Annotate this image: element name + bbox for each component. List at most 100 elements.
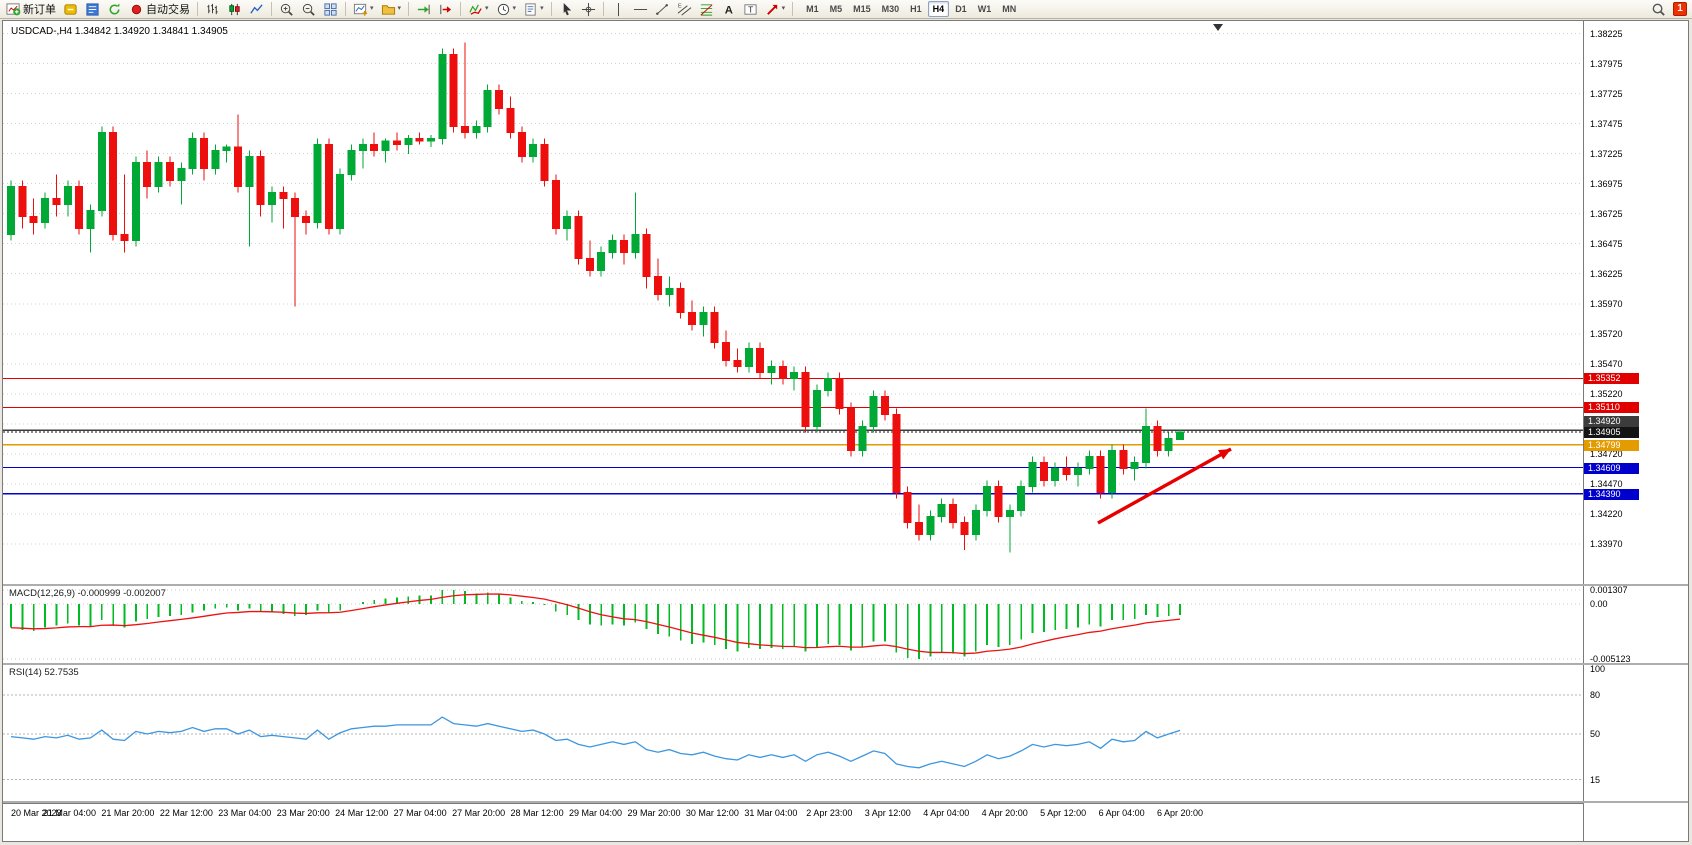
tile-windows-button[interactable] (320, 1, 341, 18)
quotes-button[interactable] (60, 1, 81, 18)
fibonacci-button[interactable] (696, 1, 717, 18)
candle-body (120, 234, 129, 242)
price-line-badge: 1.34390 (1584, 488, 1639, 500)
candle-body (1153, 426, 1162, 452)
new-chart-button[interactable]: ▾ (350, 1, 377, 18)
search-button[interactable] (1648, 1, 1669, 18)
candle-body (131, 162, 140, 242)
rsi-panel-splitter[interactable] (3, 663, 1688, 665)
price-axis[interactable]: 1.38225 1.37975 1.37725 1.37475 1.37225 1.369… (1583, 21, 1688, 841)
timeframe-button-MN[interactable]: MN (997, 1, 1021, 17)
line-chart-button[interactable] (246, 1, 267, 18)
fibonacci-icon (699, 3, 713, 16)
autotrading-button[interactable]: 自动交易 (126, 1, 193, 18)
timeframe-button-W1[interactable]: W1 (973, 1, 997, 17)
price-tick-label: 1.37475 (1590, 118, 1623, 129)
price-tick-label: 1.33970 (1590, 539, 1623, 550)
price-line-badge: 1.35352 (1584, 373, 1639, 385)
candle-body (688, 312, 696, 326)
candle-body (165, 162, 174, 182)
candle-body (563, 216, 572, 230)
candle-body (347, 150, 356, 176)
text-button[interactable] (718, 1, 739, 18)
price-tick-label: 1.37725 (1590, 88, 1623, 99)
candlestick-chart-button[interactable] (224, 1, 245, 18)
rsi-scale-label: 15 (1590, 774, 1601, 785)
chart-profiles-icon (381, 4, 395, 15)
auto-scroll-button[interactable] (413, 1, 434, 18)
trend-arrow-annotation[interactable] (1097, 447, 1232, 525)
horizontal-line-button[interactable] (630, 1, 651, 18)
dropdown-caret-icon: ▾ (540, 5, 544, 12)
text-label-button[interactable] (740, 1, 761, 18)
vertical-line-icon (617, 1, 619, 17)
macd-panel-splitter[interactable] (3, 584, 1688, 586)
main-chart[interactable] (3, 21, 1583, 584)
time-axis-splitter[interactable] (3, 801, 1688, 803)
zoom-out-button[interactable] (298, 1, 319, 18)
candle-body (880, 396, 889, 416)
chart-shift-marker[interactable] (1213, 24, 1223, 31)
rsi-panel[interactable] (3, 665, 1583, 801)
vertical-line-button[interactable] (608, 1, 629, 18)
candle-body (790, 372, 799, 380)
arrows-button[interactable]: ▾ (762, 1, 789, 18)
time-axis-label: 21 Mar 04:00 (42, 808, 96, 818)
trendline-button[interactable] (652, 1, 673, 18)
candle-body (1142, 426, 1150, 464)
timeframe-button-H1[interactable]: H1 (905, 1, 927, 17)
candle-body (915, 522, 923, 536)
candle-body (483, 90, 492, 128)
candle-body (869, 396, 878, 428)
rsi-name: RSI(14) (9, 667, 42, 678)
timeframe-button-M15[interactable]: M15 (848, 1, 876, 17)
notification-badge[interactable]: 1 (1673, 2, 1687, 16)
time-axis-label: 27 Mar 20:00 (452, 808, 506, 818)
timeframe-button-M1[interactable]: M1 (801, 1, 824, 17)
macd-panel[interactable] (3, 586, 1583, 663)
candle-body (892, 414, 901, 494)
price-line-badge: 1.34905 (1584, 427, 1639, 438)
toolbar-separator (271, 2, 272, 16)
chart-profiles-button[interactable]: ▾ (378, 1, 405, 18)
macd-scale-label: 0.001307 (1590, 585, 1628, 596)
zoom-in-button[interactable] (276, 1, 297, 18)
candle-body (370, 144, 379, 152)
bar-chart-button[interactable] (202, 1, 223, 18)
new-order-button[interactable]: 新订单 (3, 1, 59, 18)
equidistant-channel-button[interactable] (674, 1, 695, 18)
candle-body (812, 390, 821, 428)
indicators-button[interactable]: ▾ (465, 1, 492, 18)
candle-body (756, 348, 765, 374)
chart-symbol-title: USDCAD-,H4 (11, 26, 73, 37)
candle-body (268, 192, 277, 206)
horizontal-line-icon (633, 8, 648, 10)
timeframe-button-M30[interactable]: M30 (877, 1, 905, 17)
candle-body (676, 288, 685, 314)
candle-body (256, 156, 265, 206)
candle-body (143, 162, 152, 188)
chart-shift-button[interactable] (435, 1, 456, 18)
dropdown-caret-icon: ▾ (512, 5, 517, 12)
templates-button[interactable]: ▾ (520, 1, 547, 18)
time-axis-label: 28 Mar 12:00 (510, 808, 564, 818)
candle-body (824, 378, 833, 392)
time-axis-label: 31 Mar 04:00 (744, 808, 798, 818)
refresh-button[interactable] (104, 1, 125, 18)
market-depth-button[interactable] (82, 1, 103, 18)
candle-body (245, 156, 254, 188)
candle-body (302, 216, 311, 224)
timeframe-toolbar: M1 M5 M15 M30 H1 H4 D1 W1 MN (801, 1, 1021, 17)
candle-body (722, 342, 731, 362)
timeframe-button-D1[interactable]: D1 (950, 1, 972, 17)
timeframe-button-M5[interactable]: M5 (825, 1, 848, 17)
crosshair-button[interactable] (578, 1, 599, 18)
candle-body (495, 90, 504, 110)
time-axis[interactable]: 20 Mar 2023 21 Mar 04:00 21 Mar 20:00 22 Ma… (3, 803, 1583, 841)
toolbar-separator (550, 2, 552, 16)
timeframe-button-H4[interactable]: H4 (927, 1, 950, 17)
periods-button[interactable]: ▾ (493, 1, 520, 18)
cursor-button[interactable] (556, 1, 577, 18)
macd-scale-label: -0.005123 (1590, 654, 1631, 665)
price-tick-label: 1.37975 (1590, 58, 1623, 69)
